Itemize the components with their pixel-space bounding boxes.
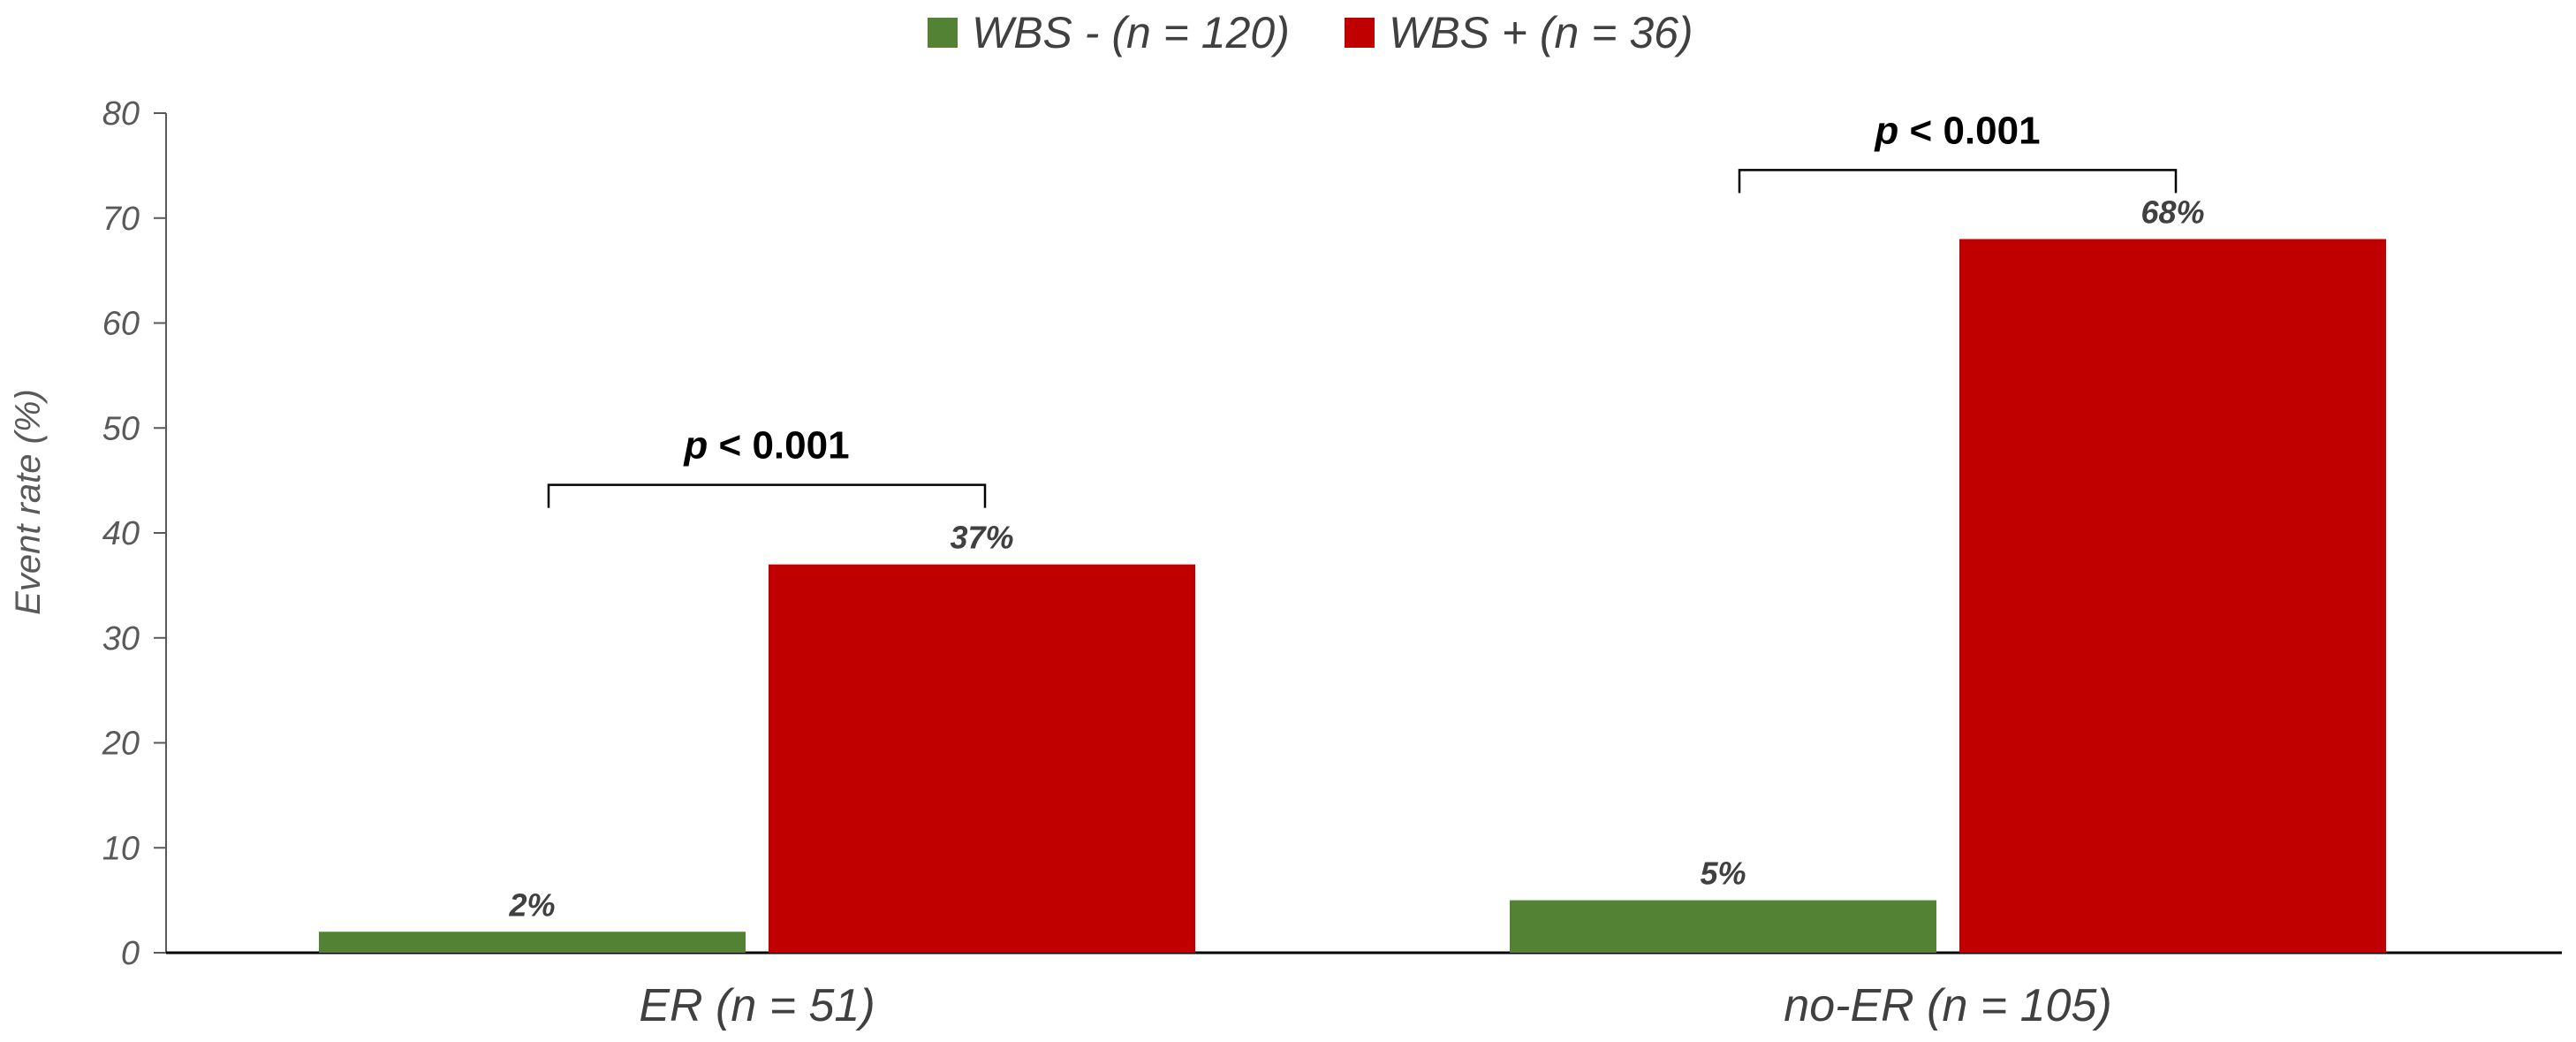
data-label: 5% [1700,856,1746,892]
p-value-label: p < 0.001 [683,424,849,468]
bar-wbs-minus-er [319,932,746,953]
y-tick-label: 0 [121,935,140,972]
y-tick-label: 60 [102,306,140,343]
y-tick-label: 20 [102,726,140,763]
y-tick-label: 30 [102,620,140,658]
bars [319,239,2386,953]
y-tick-label: 70 [102,201,140,238]
legend-label-wbs-minus: WBS - (n = 120) [972,8,1290,57]
y-tick-label: 80 [102,95,140,133]
data-label: 2% [508,886,555,923]
significance-annotations: p < 0.001 p < 0.001 [547,109,2178,508]
y-ticks: 0 10 20 30 40 50 60 70 80 [102,95,166,972]
data-labels: 2% 37% 5% 68% [508,194,2204,924]
significance-bracket [1738,169,2178,194]
data-label: 37% [950,520,1013,556]
significance-bracket [547,483,987,508]
category-label-no-er: no-ER (n = 105) [1784,980,2111,1031]
bar-wbs-plus-er [769,564,1195,953]
data-label: 68% [2140,194,2204,231]
y-tick-label: 50 [102,410,140,447]
legend-swatch-wbs-minus [928,18,958,48]
bar-wbs-plus-no-er [1959,239,2386,953]
p-value-label: p < 0.001 [1874,109,2040,152]
legend: WBS - (n = 120) WBS + (n = 36) [928,8,1693,57]
y-tick-label: 10 [102,830,140,867]
bar-wbs-minus-no-er [1510,900,1936,953]
legend-swatch-wbs-plus [1345,18,1375,48]
legend-label-wbs-plus: WBS + (n = 36) [1389,8,1693,57]
y-tick-label: 40 [102,515,140,552]
category-label-er: ER (n = 51) [639,980,875,1031]
y-axis-title: Event rate (%) [9,389,48,615]
